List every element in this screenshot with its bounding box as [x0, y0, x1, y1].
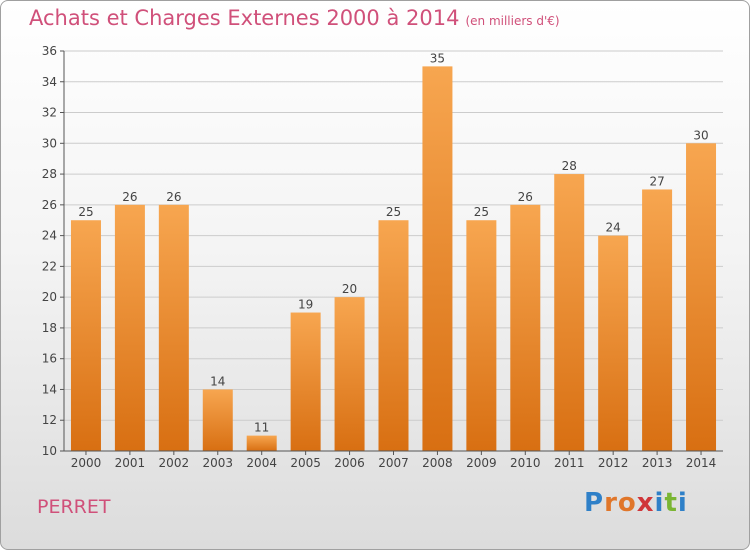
value-label-2010: 26: [518, 190, 533, 204]
value-label-2007: 25: [386, 205, 401, 219]
value-label-2001: 26: [122, 190, 137, 204]
value-label-2004: 11: [254, 421, 269, 435]
x-tick-label-2001: 2001: [115, 456, 146, 470]
bar-2014: [686, 143, 717, 452]
y-tick-label: 30: [42, 136, 57, 150]
value-label-2009: 25: [474, 205, 489, 219]
axes: [60, 50, 723, 455]
value-label-2006: 20: [342, 282, 357, 296]
bar-2009: [466, 220, 497, 451]
x-tick-label-2003: 2003: [202, 456, 233, 470]
value-label-2005: 19: [298, 298, 313, 312]
y-tick-label: 24: [42, 229, 57, 243]
y-tick-label: 22: [42, 259, 57, 273]
x-tick-label-2008: 2008: [422, 456, 453, 470]
x-tick-label-2013: 2013: [642, 456, 673, 470]
logo-letter: x: [636, 488, 655, 518]
logo-letter: i: [677, 488, 688, 518]
logo-letter: r: [604, 488, 618, 518]
y-tick-label: 26: [42, 198, 57, 212]
value-label-2008: 35: [430, 51, 445, 65]
bar-2001: [114, 204, 145, 451]
y-tick-label: 36: [42, 44, 57, 58]
x-tick-label-2007: 2007: [378, 456, 409, 470]
y-tick-label: 28: [42, 167, 57, 181]
y-tick-label: 34: [42, 75, 57, 89]
x-tick-label-2009: 2009: [466, 456, 497, 470]
y-tick-label: 10: [42, 444, 57, 458]
chart-title: Achats et Charges Externes 2000 à 2014 (e…: [29, 6, 560, 30]
x-tick-label-2006: 2006: [334, 456, 365, 470]
x-tick-label-2012: 2012: [598, 456, 629, 470]
value-label-2013: 27: [649, 174, 664, 188]
bar-2013: [642, 189, 673, 451]
bar-2000: [70, 220, 101, 451]
y-tick-label: 12: [42, 413, 57, 427]
logo-letter: P: [584, 488, 605, 518]
logo-letter: t: [664, 488, 678, 518]
bar-2011: [554, 174, 585, 452]
bar-2002: [158, 204, 189, 451]
bar-2008: [422, 66, 453, 451]
labels: 10 12 14 16 18 20 22 24 26 28 30 32 34 36 25 2000 26 2001…: [42, 44, 717, 470]
y-tick-label: 18: [42, 321, 57, 335]
x-tick-label-2004: 2004: [246, 456, 277, 470]
value-label-2011: 28: [562, 159, 577, 173]
x-tick-label-2002: 2002: [159, 456, 190, 470]
bar-2010: [510, 204, 541, 451]
bar-2007: [378, 220, 409, 451]
value-label-2014: 30: [693, 128, 708, 142]
value-label-2003: 14: [210, 374, 225, 388]
chart-title-main: Achats et Charges Externes 2000 à 2014: [29, 6, 460, 30]
value-label-2000: 25: [78, 205, 93, 219]
bar-2005: [290, 312, 321, 451]
bar-2004: [246, 435, 277, 451]
bar-2006: [334, 297, 365, 451]
bar-2012: [598, 235, 629, 451]
y-tick-label: 20: [42, 290, 57, 304]
y-tick-label: 32: [42, 106, 57, 120]
x-tick-label-2010: 2010: [510, 456, 541, 470]
logo-letter: o: [617, 488, 637, 518]
x-tick-label-2014: 2014: [686, 456, 717, 470]
value-label-2012: 24: [606, 221, 621, 235]
y-tick-label: 16: [42, 352, 57, 366]
x-tick-label-2005: 2005: [290, 456, 321, 470]
proxiti-logo[interactable]: Proxiti: [584, 488, 688, 518]
x-tick-label-2000: 2000: [71, 456, 102, 470]
x-tick-label-2011: 2011: [554, 456, 585, 470]
chart-title-unit: (en milliers d'€): [465, 14, 560, 28]
value-label-2002: 26: [166, 190, 181, 204]
logo-letter: i: [654, 488, 665, 518]
y-tick-label: 14: [42, 382, 57, 396]
bar-2003: [202, 389, 233, 451]
commune-name: PERRET: [37, 496, 111, 518]
bars: [70, 66, 717, 452]
